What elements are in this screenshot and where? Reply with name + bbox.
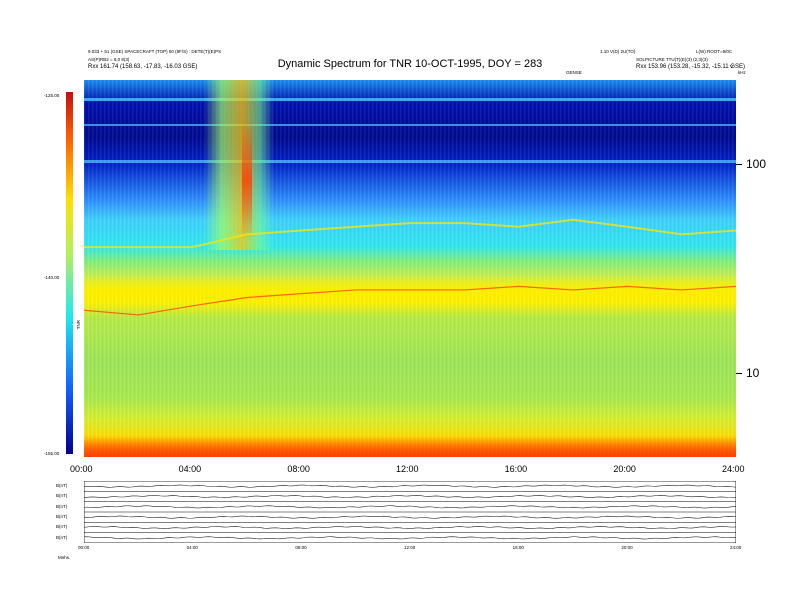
x-axis: 00:00 04:00 08:00 12:00 16:00 20:00 24:00 — [70, 460, 745, 480]
lower-panel-label: B(nT) — [56, 503, 68, 509]
lower-panel-trace — [84, 505, 736, 509]
lower-panels — [84, 481, 736, 543]
header-info-right-1: 1.10 V(D) 2U(TO) — [600, 49, 636, 54]
lower-panel-trace — [84, 484, 736, 488]
x-tick-label: 16:00 — [504, 464, 528, 474]
chart-title: Dynamic Spectrum for TNR 10-OCT-1995, DO… — [277, 58, 543, 70]
lower-panel-trace — [84, 525, 736, 529]
footer-label: Mnhs. — [58, 555, 71, 560]
header-info-right-4: Rxx 153.96 (153.28, -15.32, -15.11 GSE) — [636, 64, 745, 70]
lower-panel-label: B(nT) — [56, 493, 68, 499]
header-info-right-2: L(W) ROOT=9/0C — [696, 49, 733, 54]
y-tick-mark — [736, 373, 742, 375]
x-tick-label: 20:00 — [613, 464, 636, 474]
band-edge-upper_band_edge — [84, 218, 736, 249]
lower-panel-label: B(nT) — [56, 534, 68, 540]
header-info-left-1: 9.033 + 51 (GSE) SPACECRAFT (TOP) 50 (8F… — [88, 49, 222, 54]
lower-panel-labels: B(nT) B(nT) B(nT) B(nT) B(nT) B(nT) — [56, 481, 84, 543]
unit-label: kHz — [738, 70, 746, 75]
colorbar-tick-top: -125.00 — [44, 93, 60, 98]
header-info-right-3: SOLPICTURE TTU(T)(E)(3) (2,3)(3) — [636, 57, 708, 62]
header-info-left-3: Rxx 161.74 (158.63, -17.83, -16.03 GSE) — [88, 64, 198, 70]
y-tick-label: 10 — [746, 366, 760, 381]
lower-x-axis: 00:00 04:00 08:00 12:00 16:00 20:00 24:00 — [78, 545, 741, 553]
lower-panel-trace — [84, 494, 736, 498]
spectrogram-features — [84, 218, 736, 316]
colorbar-tick-bottom: -155.00 — [44, 451, 60, 456]
lower-x-tick-label: 24:00 — [730, 545, 742, 550]
mid-label: GENSE — [566, 70, 582, 75]
x-tick-label: 24:00 — [722, 464, 745, 474]
x-tick-label: 00:00 — [70, 464, 93, 474]
header-info-left-2: AS(P)RB2 = 8,0 8(3) — [88, 57, 130, 62]
x-tick-label: 12:00 — [396, 464, 419, 474]
lower-x-tick-label: 08:00 — [295, 545, 307, 550]
x-tick-label: 04:00 — [178, 464, 202, 474]
unit-v-label: V — [730, 64, 734, 69]
colorbar — [66, 92, 73, 454]
colorbar-tick-mid: -140.00 — [44, 275, 60, 280]
lower-x-tick-label: 16:00 — [512, 545, 524, 550]
colorbar-label: TNR — [76, 320, 81, 330]
lower-panel-label: B(nT) — [56, 483, 68, 488]
lower-panel-label: B(nT) — [56, 524, 68, 530]
spectrogram — [84, 80, 736, 457]
lower-x-tick-label: 04:00 — [186, 545, 198, 550]
y-tick-label: 100 — [746, 156, 767, 171]
y-axis: 10 100 — [736, 80, 776, 457]
band-edge-lower_band_edge — [84, 285, 736, 316]
lower-x-tick-label: 12:00 — [404, 545, 416, 550]
y-tick-mark — [736, 163, 742, 165]
x-tick-label: 08:00 — [287, 464, 310, 474]
lower-x-tick-label: 20:00 — [621, 545, 633, 550]
lower-x-tick-label: 00:00 — [78, 545, 90, 550]
lower-panel-label: B(nT) — [56, 514, 68, 519]
lower-panel-trace — [84, 515, 736, 519]
lower-panel-trace — [84, 536, 736, 540]
